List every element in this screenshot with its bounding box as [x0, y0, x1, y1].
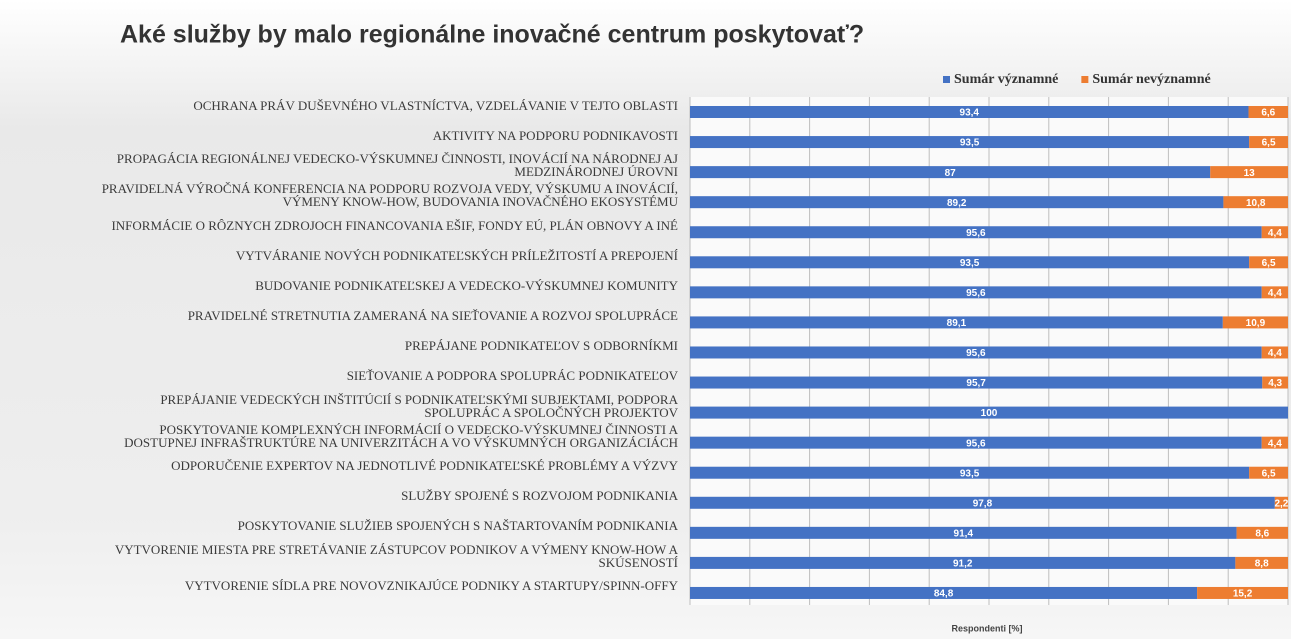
bar-segment [1262, 376, 1288, 389]
data-label: 4,4 [1268, 288, 1282, 299]
data-label: 4,4 [1268, 228, 1282, 239]
data-label: 95,7 [966, 378, 986, 389]
category-label: POSKYTOVANIE SLUŽIEB SPOJENÝCH S NAŠTART… [237, 518, 678, 534]
data-label: 6,5 [1262, 138, 1276, 149]
data-label: 93,4 [960, 108, 980, 119]
data-label: 10,9 [1246, 318, 1266, 329]
category-label: VYTVORENIE MIESTA PRE STRETÁVANIE ZÁSTUP… [114, 541, 678, 570]
data-label: 100 [981, 408, 998, 419]
bar-segment [1197, 586, 1288, 599]
data-label: 84,8 [934, 589, 954, 600]
data-label: 6,5 [1262, 468, 1276, 479]
category-label: VYTVÁRANIE NOVÝCH PODNIKATEĽSKÝCH PRÍLEŽ… [235, 247, 678, 263]
bar-segment [690, 556, 1236, 569]
data-label: 95,6 [966, 288, 986, 299]
data-label: 10,8 [1246, 198, 1266, 209]
data-label: 97,8 [973, 498, 993, 509]
data-label: 8,8 [1255, 559, 1269, 570]
category-label: BUDOVANIE PODNIKATEĽSKEJ A VEDECKO-VÝSKU… [255, 277, 678, 293]
bar-segment [690, 106, 1249, 118]
bar-segment [1249, 466, 1288, 479]
data-label: 4,4 [1268, 438, 1282, 449]
data-label: 95,6 [966, 348, 986, 359]
data-label: 93,5 [960, 258, 980, 269]
legend-swatch [1081, 76, 1089, 83]
data-label: 95,6 [966, 228, 986, 239]
bar-segment [690, 466, 1250, 479]
category-label: POSKYTOVANIE KOMPLEXNÝCH INFORMÁCIÍ O VE… [124, 421, 678, 450]
legend-label: Sumár nevýznamné [1092, 72, 1210, 87]
category-label: OCHRANA PRÁV DUŠEVNÉHO VLASTNÍCTVA, VZDE… [193, 97, 678, 113]
data-label: 93,5 [960, 468, 980, 479]
category-label: INFORMÁCIE O RÔZNYCH ZDROJOCH FINANCOVAN… [111, 217, 678, 233]
legend-swatch [943, 76, 950, 83]
bar-segment [690, 286, 1262, 299]
data-label: 91,2 [953, 559, 973, 570]
category-label: PREPÁJANE PODNIKATEĽOV S ODBORNÍKMI [404, 337, 678, 353]
bar-segment [1261, 286, 1288, 299]
bar-segment [690, 256, 1250, 269]
category-label: VYTVORENIE SÍDLA PRE NOVOVZNIKAJÚCE PODN… [184, 578, 678, 594]
bar-segment [1210, 166, 1288, 179]
data-label: 89,2 [947, 198, 967, 209]
bar-segment [1235, 556, 1288, 569]
bar-segment [690, 196, 1224, 209]
category-label: ODPORUČENIE EXPERTOV NA JEDNOTLIVÉ PODNI… [171, 458, 678, 474]
data-label: 15,2 [1233, 589, 1253, 600]
bar-segment [1261, 346, 1288, 359]
data-label: 93,5 [960, 138, 980, 149]
data-label: 4,3 [1268, 378, 1282, 389]
bar-segment [690, 496, 1275, 509]
data-label: 6,6 [1261, 108, 1275, 119]
category-label: PRAVIDELNÁ VÝROČNÁ KONFERENCIA NA PODPOR… [101, 181, 678, 210]
bar-segment [690, 226, 1262, 239]
data-label: 87 [945, 168, 957, 179]
bar-segment [690, 586, 1198, 599]
category-label: PRAVIDELNÉ STRETNUTIA ZAMERANÁ NA SIEŤOV… [187, 307, 678, 323]
data-label: 13 [1244, 168, 1256, 179]
legend-label: Sumár významné [954, 72, 1058, 87]
category-label: SLUŽBY SPOJENÉ S ROZVOJOM PODNIKANIA [401, 488, 678, 504]
bar-segment [1249, 256, 1288, 269]
bar-segment [690, 406, 1288, 419]
bar-segment [1223, 196, 1288, 209]
bar-segment [690, 526, 1237, 539]
category-label: PROPAGÁCIA REGIONÁLNEJ VEDECKO-VÝSKUMNEJ… [116, 151, 678, 180]
bar-segment [1222, 316, 1288, 329]
data-label: 91,4 [954, 528, 974, 539]
bar-segment [690, 166, 1211, 179]
bar-segment [690, 346, 1262, 359]
category-label: SIEŤOVANIE A PODPORA SPOLUPRÁC PODNIKATE… [346, 368, 678, 384]
data-label: 89,1 [947, 318, 967, 329]
bar-segment [1248, 106, 1288, 118]
data-label: 2,2 [1274, 498, 1288, 509]
bar-segment [690, 436, 1262, 449]
bar-segment [1261, 226, 1288, 239]
bar-segment [690, 376, 1263, 389]
bar-segment [690, 136, 1250, 149]
chart-title: Aké služby by malo regionálne inovačné c… [120, 21, 864, 49]
bar-segment [1274, 496, 1288, 509]
category-label: AKTIVITY NA PODPORU PODNIKAVOSTI [432, 127, 678, 143]
bar-segment [1261, 436, 1288, 449]
data-label: 95,6 [966, 438, 986, 449]
bar-segment [1249, 136, 1288, 149]
bar-segment [690, 316, 1223, 329]
bar-segment [1236, 526, 1288, 539]
data-label: 4,4 [1268, 348, 1282, 359]
x-axis-label: Respondenti [%] [952, 623, 1023, 633]
data-label: 8,6 [1255, 528, 1269, 539]
category-label: PREPÁJANIE VEDECKÝCH INŠTITÚCIÍ S PODNIK… [160, 391, 678, 420]
data-label: 6,5 [1262, 258, 1276, 269]
